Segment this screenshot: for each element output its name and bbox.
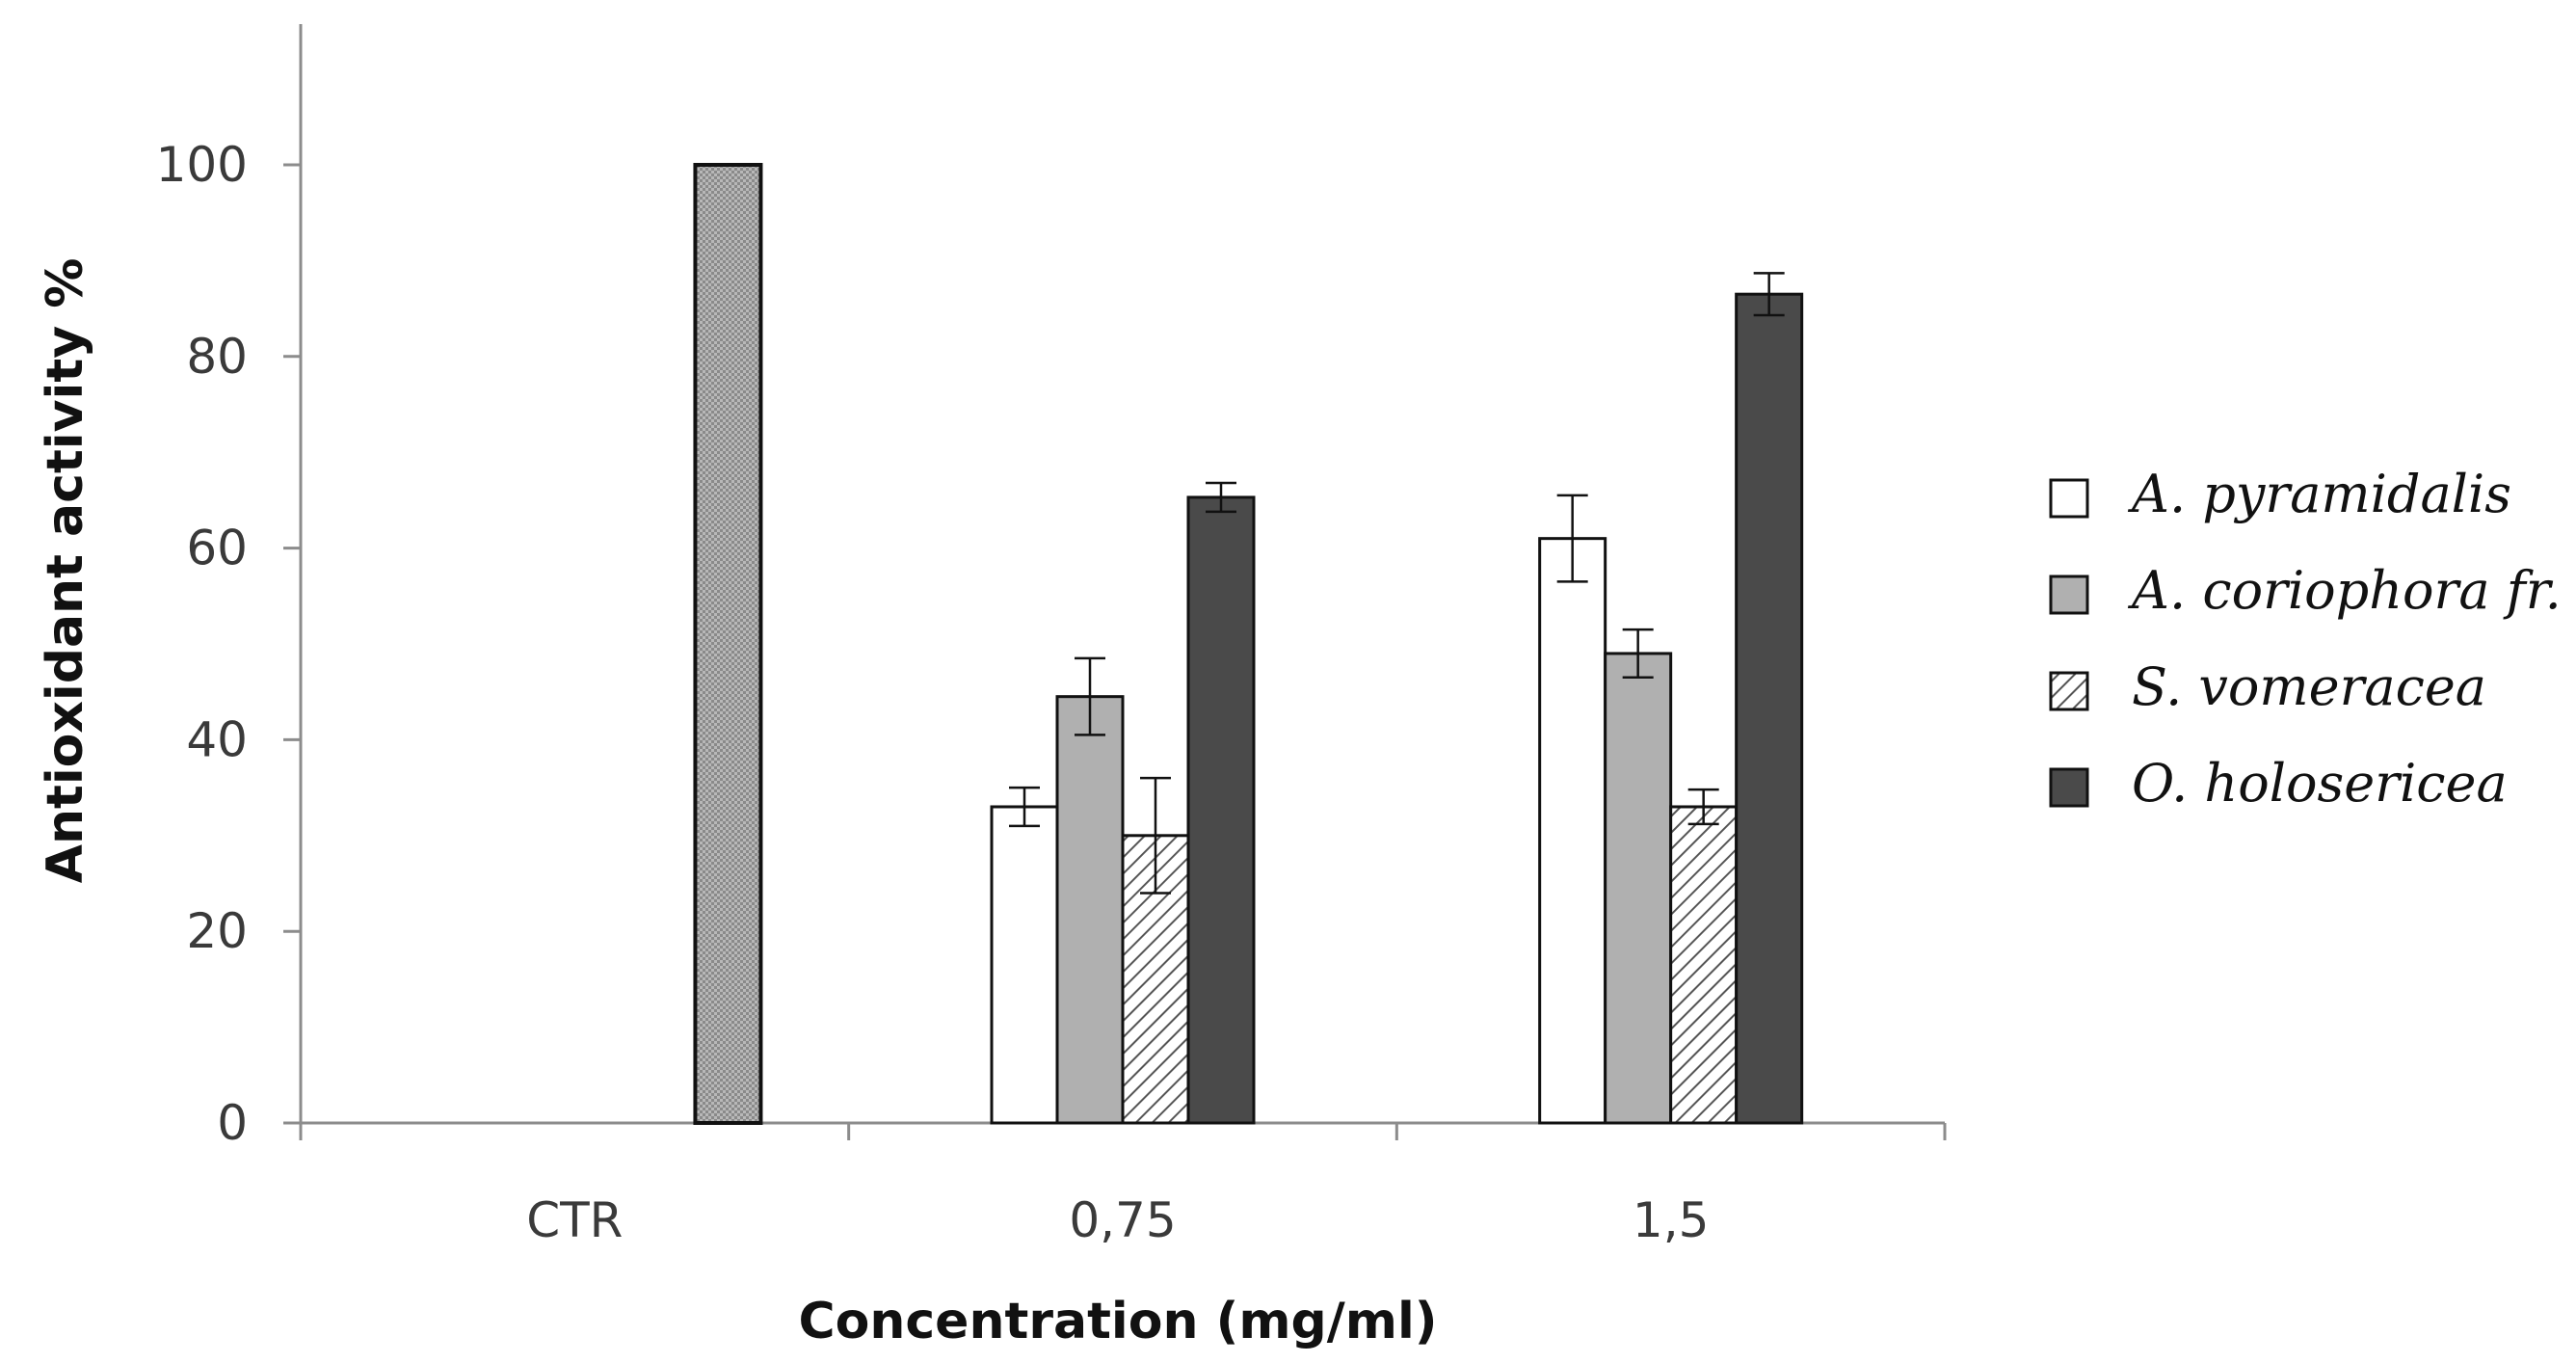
x-category-label: 0,75 — [1069, 1192, 1176, 1248]
y-tick-label: 40 — [186, 711, 248, 767]
legend-swatch — [2049, 575, 2089, 615]
x-category-label: 1,5 — [1633, 1192, 1710, 1248]
error-bars — [1009, 272, 1785, 895]
control-bar — [693, 163, 763, 1125]
x-category-labels: CTR 0,75 1,5 — [526, 1192, 1709, 1248]
bar — [1669, 805, 1739, 1125]
bar — [1538, 537, 1607, 1125]
bar — [1186, 495, 1256, 1125]
legend-label: A. pyramidalis — [2127, 464, 2511, 524]
legend-label: S. vomeracea — [2132, 656, 2486, 717]
y-tick-label: 60 — [186, 521, 248, 576]
bar — [1604, 652, 1673, 1125]
legend-label: A. coriophora fr. — [2127, 560, 2562, 621]
legend-swatch — [2049, 767, 2089, 808]
legend-label: O. holosericea — [2132, 753, 2508, 814]
bar — [990, 805, 1059, 1125]
y-axis-title: Antioxidant activity % — [37, 258, 94, 884]
legend-swatch — [2049, 671, 2089, 711]
x-axis-title: Concentration (mg/ml) — [798, 1293, 1437, 1350]
bar — [1055, 695, 1125, 1125]
y-tick-label: 20 — [186, 903, 248, 959]
y-tick-label: 80 — [186, 329, 248, 385]
y-tick-label: 0 — [217, 1095, 248, 1151]
y-ticks: 0 20 40 60 80 100 — [156, 137, 301, 1151]
bars — [693, 163, 1804, 1125]
legend-swatch — [2049, 478, 2089, 519]
legend: A. pyramidalis A. coriophora fr. S. vomera… — [2049, 464, 2562, 814]
y-tick-label: 100 — [156, 137, 248, 193]
x-category-label: CTR — [526, 1192, 623, 1248]
bar — [1735, 292, 1804, 1125]
